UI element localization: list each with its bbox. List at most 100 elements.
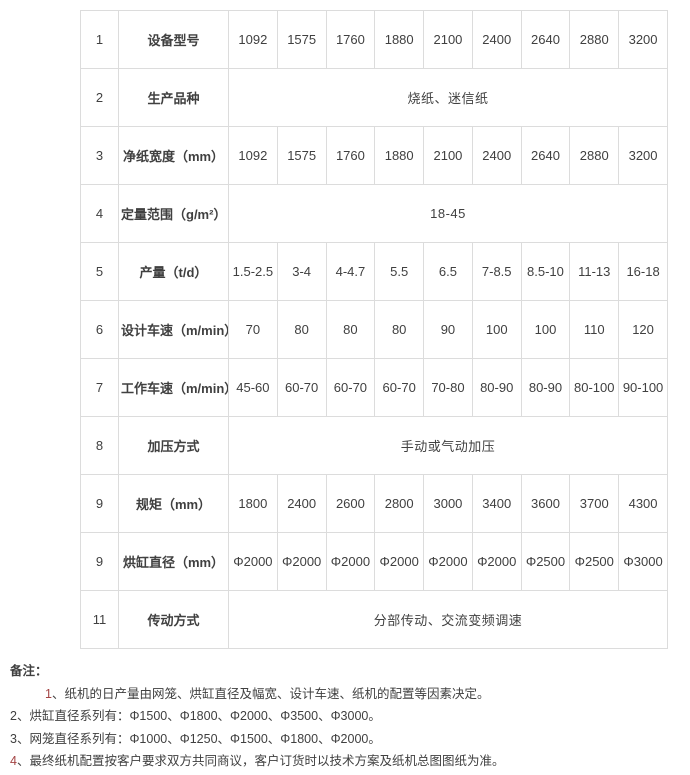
value-cell: 2400 [276,474,327,533]
value-cell: 4300 [618,474,668,533]
value-cell: 60-70 [276,358,327,417]
value-cell: 60-70 [325,358,376,417]
table-row: 7 工作车速（m/min） 45-60 60-70 60-70 60-70 70-80 80-… [80,358,668,417]
notes-title: 备注： [10,664,48,678]
row-number-cell: 3 [80,126,119,185]
row-number-cell: 11 [80,590,119,649]
merged-value-cell: 手动或气动加压 [228,416,668,475]
value-cell: 5.5 [374,242,425,301]
table-row: 4 定量范围（g/m²） 18-45 [80,184,668,243]
table-row: 3 净纸宽度（mm） 1092 1575 1760 1880 2100 2400 2640 288… [80,126,668,185]
row-label-cell: 烘缸直径（mm） [118,532,229,591]
note-item: 1、纸机的日产量由网笼、烘缸直径及幅宽、设计车速、纸机的配置等因素决定。 [0,683,690,706]
value-cell: 60-70 [374,358,425,417]
value-cell: 3200 [618,126,668,185]
note-text: 、最终纸机配置按客户要求双方共同商议，客户订货时以技术方案及纸机总图图纸为准。 [16,754,505,768]
value-cell: Φ3000 [618,532,668,591]
value-cell: 90-100 [618,358,668,417]
value-cell: 1800 [228,474,278,533]
value-cell: 6.5 [423,242,473,301]
row-label-cell: 工作车速（m/min） [118,358,229,417]
table-row: 9 烘缸直径（mm） Φ2000 Φ2000 Φ2000 Φ2000 Φ2000 Φ2000 Φ… [80,532,668,591]
value-cell: Φ2000 [471,532,522,591]
value-cell: 110 [569,300,620,359]
value-cell: 1575 [276,10,327,69]
value-cell: 3000 [423,474,473,533]
value-cell: 2400 [471,10,522,69]
value-cell: 11-13 [569,242,620,301]
value-cell: Φ2500 [520,532,571,591]
note-number: 2 [10,709,17,723]
row-number-cell: 5 [80,242,119,301]
row-number-cell: 2 [80,68,119,127]
value-cell: 80-90 [471,358,522,417]
value-cell: 3200 [618,10,668,69]
value-cell: 1575 [276,126,327,185]
table-row: 1 设备型号 1092 1575 1760 1880 2100 2400 2640 2880 320… [80,10,668,69]
row-number-cell: 7 [80,358,119,417]
row-label-cell: 设备型号 [118,10,229,69]
value-cell: 1.5-2.5 [228,242,278,301]
note-item: 3、网笼直径系列有：Φ1000、Φ1250、Φ1500、Φ1800、Φ2000。 [0,728,690,751]
note-number: 1 [45,686,52,701]
note-text: 、纸机的日产量由网笼、烘缸直径及幅宽、设计车速、纸机的配置等因素决定。 [51,686,490,701]
row-number-cell: 1 [80,10,119,69]
row-label-cell: 加压方式 [118,416,229,475]
value-cell: 80-90 [520,358,571,417]
value-cell: 80-100 [569,358,620,417]
value-cell: 1880 [374,126,425,185]
row-label-cell: 定量范围（g/m²） [118,184,229,243]
value-cell: 4-4.7 [325,242,376,301]
value-cell: Φ2000 [276,532,327,591]
row-label-cell: 规矩（mm） [118,474,229,533]
value-cell: Φ2500 [569,532,620,591]
value-cell: 100 [471,300,522,359]
table-row: 6 设计车速（m/min） 70 80 80 80 90 100 100 110 120 [80,300,668,359]
value-cell: 2800 [374,474,425,533]
row-number-cell: 9 [80,532,119,591]
value-cell: 1092 [228,10,278,69]
row-label-cell: 传动方式 [118,590,229,649]
row-number-cell: 9 [80,474,119,533]
value-cell: Φ2000 [423,532,473,591]
row-number-cell: 4 [80,184,119,243]
value-cell: 45-60 [228,358,278,417]
table-row: 9 规矩（mm） 1800 2400 2600 2800 3000 3400 3600 3700 4… [80,474,668,533]
value-cell: 1760 [325,126,376,185]
row-number-cell: 8 [80,416,119,475]
value-cell: 100 [520,300,571,359]
table-row: 5 产量（t/d） 1.5-2.5 3-4 4-4.7 5.5 6.5 7-8.5 8.5-10… [80,242,668,301]
value-cell: 7-8.5 [471,242,522,301]
value-cell: 1880 [374,10,425,69]
note-item: 4、最终纸机配置按客户要求双方共同商议，客户订货时以技术方案及纸机总图图纸为准。 [0,750,690,773]
value-cell: 2640 [520,126,571,185]
note-text: 、网笼直径系列有：Φ1000、Φ1250、Φ1500、Φ1800、Φ2000。 [16,731,381,746]
value-cell: 1092 [228,126,278,185]
value-cell: 70-80 [423,358,473,417]
value-cell: 80 [325,300,376,359]
row-label-cell: 设计车速（m/min） [118,300,229,359]
row-label-cell: 产量（t/d） [118,242,229,301]
value-cell: 2880 [569,126,620,185]
note-text: 、烘缸直径系列有：Φ1500、Φ1800、Φ2000、Φ3500、Φ3000。 [16,709,381,723]
value-cell: 80 [276,300,327,359]
value-cell: Φ2000 [325,532,376,591]
value-cell: 3400 [471,474,522,533]
value-cell: 2880 [569,10,620,69]
row-label-cell: 生产品种 [118,68,229,127]
value-cell: 2600 [325,474,376,533]
table-row: 2 生产品种 烧纸、迷信纸 [80,68,668,127]
note-number: 3 [10,731,17,746]
value-cell: 90 [423,300,473,359]
value-cell: 80 [374,300,425,359]
merged-value-cell: 烧纸、迷信纸 [228,68,668,127]
value-cell: Φ2000 [374,532,425,591]
spec-table-body: 1 设备型号 1092 1575 1760 1880 2100 2400 2640 2880 320… [80,10,668,649]
value-cell: 3700 [569,474,620,533]
notes-list: 1、纸机的日产量由网笼、烘缸直径及幅宽、设计车速、纸机的配置等因素决定。 2、烘缸… [0,683,690,773]
notes-section: 备注： 1、纸机的日产量由网笼、烘缸直径及幅宽、设计车速、纸机的配置等因素决定。… [0,660,690,773]
value-cell: 3-4 [276,242,327,301]
merged-value-cell: 分部传动、交流变频调速 [228,590,668,649]
value-cell: 8.5-10 [520,242,571,301]
